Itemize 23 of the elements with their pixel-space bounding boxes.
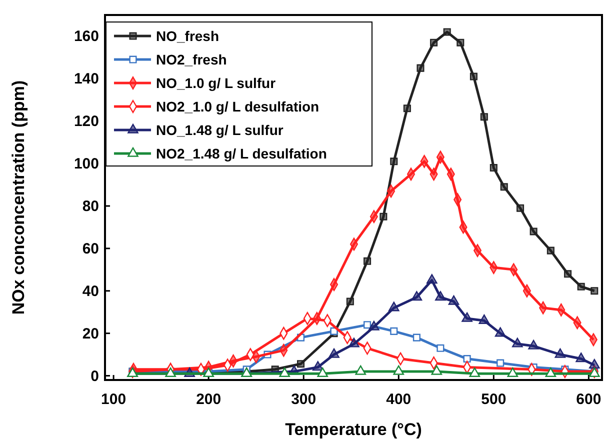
y-tick-label: 140 <box>74 70 99 88</box>
y-axis-title: NOx conconcentration (ppm) <box>9 80 28 315</box>
y-tick-label: 120 <box>74 113 99 130</box>
legend-label: NO2_1.0 g/ L desulfation <box>156 98 320 114</box>
legend-label: NO_1.48 g/ L sulfur <box>156 122 284 138</box>
y-tick-label: 100 <box>74 156 99 173</box>
y-tick-label: 60 <box>82 240 99 258</box>
x-tick-label: 300 <box>291 391 316 408</box>
y-tick-label: 160 <box>74 28 99 46</box>
x-tick-label: 100 <box>101 391 126 408</box>
x-tick-label: 400 <box>386 391 412 408</box>
y-tick-label: 20 <box>82 325 99 342</box>
x-tick-label: 200 <box>196 391 222 408</box>
legend-label: NO_fresh <box>156 28 220 44</box>
x-tick-label: 500 <box>481 391 506 408</box>
y-tick-label: 40 <box>82 282 99 300</box>
y-tick-label: 0 <box>90 368 99 385</box>
x-tick-label: 600 <box>576 391 602 408</box>
legend-label: NO2_fresh <box>156 52 227 68</box>
x-axis-title: Temperature (°C) <box>285 420 422 439</box>
y-tick-label: 80 <box>82 198 99 215</box>
legend-label: NO2_1.48 g/ L desulfation <box>156 146 327 162</box>
legend-label: NO_1.0 g/ L sulfur <box>156 75 276 91</box>
